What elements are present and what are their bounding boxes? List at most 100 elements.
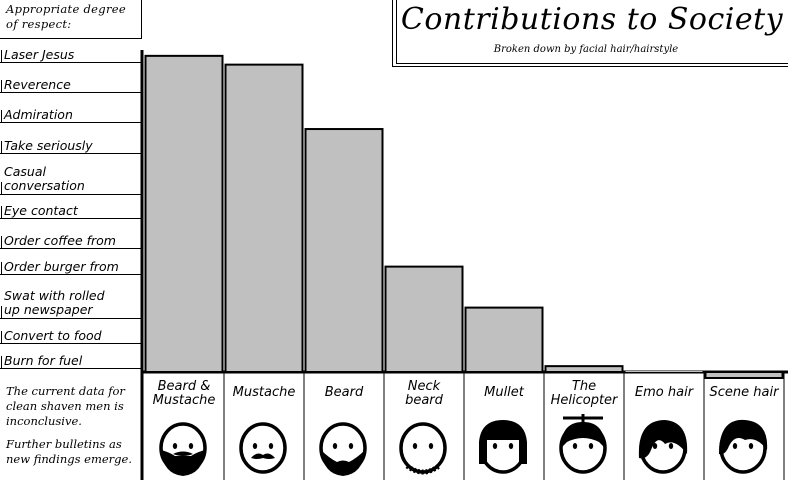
y-tick-label-line: Order coffee from bbox=[4, 233, 116, 248]
chart-subtitle: Broken down by facial hair/hairstyle bbox=[493, 44, 679, 55]
chart-title: Contributions to Society bbox=[400, 2, 784, 37]
y-tick-label: Take seriously bbox=[4, 139, 93, 153]
y-tick-label-line: Burn for fuel bbox=[4, 353, 83, 368]
beard-face-icon bbox=[319, 422, 367, 476]
y-tick-label-line: Take seriously bbox=[4, 138, 93, 153]
y-tick-stub bbox=[1, 356, 2, 368]
head-outline bbox=[239, 422, 287, 474]
y-tick-line bbox=[0, 343, 141, 344]
y-tick-label-line: Laser Jesus bbox=[4, 47, 75, 62]
y-tick-label: Reverence bbox=[4, 78, 71, 92]
left-eye bbox=[492, 443, 498, 449]
y-tick-label-line: Convert to food bbox=[4, 328, 102, 343]
y-tick-label-line: Admiration bbox=[4, 107, 73, 122]
y-tick-stub bbox=[1, 306, 2, 318]
emo-hair bbox=[638, 420, 688, 459]
neck-beard-shape bbox=[405, 463, 441, 475]
bar bbox=[464, 306, 544, 374]
y-tick-stub bbox=[1, 182, 2, 194]
right-eye bbox=[748, 443, 754, 449]
y-tick-label-line: conversation bbox=[4, 178, 85, 193]
y-tick-line bbox=[0, 92, 141, 93]
beard-mustache-face-icon bbox=[159, 422, 207, 476]
y-tick-label-line: Eye contact bbox=[4, 203, 78, 218]
footnote-line-2: Further bulletins as new findings emerge… bbox=[6, 437, 132, 466]
y-tick-label: Swat with rolled up newspaper bbox=[4, 289, 105, 317]
y-tick-stub bbox=[1, 236, 2, 248]
y-tick-label: Laser Jesus bbox=[4, 48, 74, 62]
helicopter-face-icon bbox=[559, 414, 607, 474]
left-eye bbox=[172, 443, 178, 449]
right-eye bbox=[588, 443, 594, 449]
right-eye bbox=[188, 443, 194, 449]
scene-face-icon bbox=[719, 419, 768, 474]
y-tick-line bbox=[0, 368, 141, 369]
y-tick-stub bbox=[1, 262, 2, 274]
bar bbox=[625, 371, 703, 372]
title-frame-outer bbox=[392, 0, 788, 67]
y-tick-line bbox=[0, 218, 141, 219]
y-axis-ticks: Laser Jesus Reverence Admiration Take serio… bbox=[0, 0, 141, 372]
y-tick-stub bbox=[1, 80, 2, 92]
y-axis-label: Appropriate degree of respect: bbox=[6, 2, 126, 32]
y-tick-label: Order burger from bbox=[4, 260, 119, 274]
title-frame-inner bbox=[396, 0, 788, 64]
y-tick-label-line: up newspaper bbox=[4, 302, 93, 317]
y-tick-stub bbox=[1, 331, 2, 343]
beard-shape bbox=[321, 450, 365, 476]
left-eye bbox=[252, 443, 258, 449]
y-tick-stub bbox=[1, 110, 2, 122]
y-tick-line bbox=[0, 122, 141, 123]
head-outline bbox=[399, 422, 447, 474]
y-tick-label-line: Swat with rolled bbox=[4, 288, 105, 303]
right-eye bbox=[668, 443, 674, 449]
y-tick-stub bbox=[1, 206, 2, 218]
mustache-shape bbox=[251, 453, 275, 459]
bar bbox=[544, 365, 624, 373]
mustache-shape bbox=[173, 451, 193, 456]
y-tick-label: Burn for fuel bbox=[4, 354, 82, 368]
left-eye bbox=[732, 443, 738, 449]
y-tick-label-line: Casual bbox=[4, 164, 46, 179]
neck-beard-face-icon bbox=[399, 422, 447, 475]
right-eye bbox=[428, 443, 434, 449]
bar bbox=[704, 371, 784, 379]
left-eye bbox=[652, 443, 658, 449]
left-eye bbox=[412, 443, 418, 449]
y-tick-stub bbox=[1, 141, 2, 153]
y-tick-label-line: Order burger from bbox=[4, 259, 119, 274]
bar bbox=[304, 128, 384, 373]
y-tick-label: Order coffee from bbox=[4, 234, 116, 248]
right-eye bbox=[268, 443, 274, 449]
footnote: The current data for clean shaven men is… bbox=[6, 384, 140, 475]
y-tick-line bbox=[0, 248, 141, 249]
y-tick-label-line: Reverence bbox=[4, 77, 71, 92]
beard-shape bbox=[161, 450, 205, 476]
y-tick-label: Casual conversation bbox=[4, 165, 85, 193]
footnote-line-1: The current data for clean shaven men is… bbox=[6, 384, 125, 428]
mullet-hair bbox=[479, 420, 527, 464]
y-axis-label-line-1: Appropriate degree bbox=[6, 2, 126, 16]
right-eye bbox=[348, 443, 354, 449]
left-eye bbox=[572, 443, 578, 449]
y-axis-label-box bbox=[0, 0, 142, 39]
y-tick-label: Convert to food bbox=[4, 329, 102, 343]
y-tick-label: Eye contact bbox=[4, 204, 78, 218]
bar bbox=[224, 63, 304, 374]
mullet-face-icon bbox=[479, 420, 527, 474]
bar bbox=[144, 54, 224, 373]
mustache-face-icon bbox=[239, 422, 287, 474]
y-tick-line bbox=[0, 62, 141, 63]
helicopter-hair bbox=[561, 422, 605, 448]
y-tick-line bbox=[0, 318, 141, 319]
y-tick-label: Admiration bbox=[4, 108, 73, 122]
right-eye bbox=[508, 443, 514, 449]
y-tick-line bbox=[0, 274, 141, 275]
scene-hair bbox=[719, 419, 768, 455]
y-axis-label-line-2: of respect: bbox=[6, 17, 72, 31]
y-tick-line bbox=[0, 153, 141, 154]
left-eye bbox=[332, 443, 338, 449]
emo-face-icon bbox=[638, 420, 688, 474]
y-tick-stub bbox=[1, 50, 2, 62]
